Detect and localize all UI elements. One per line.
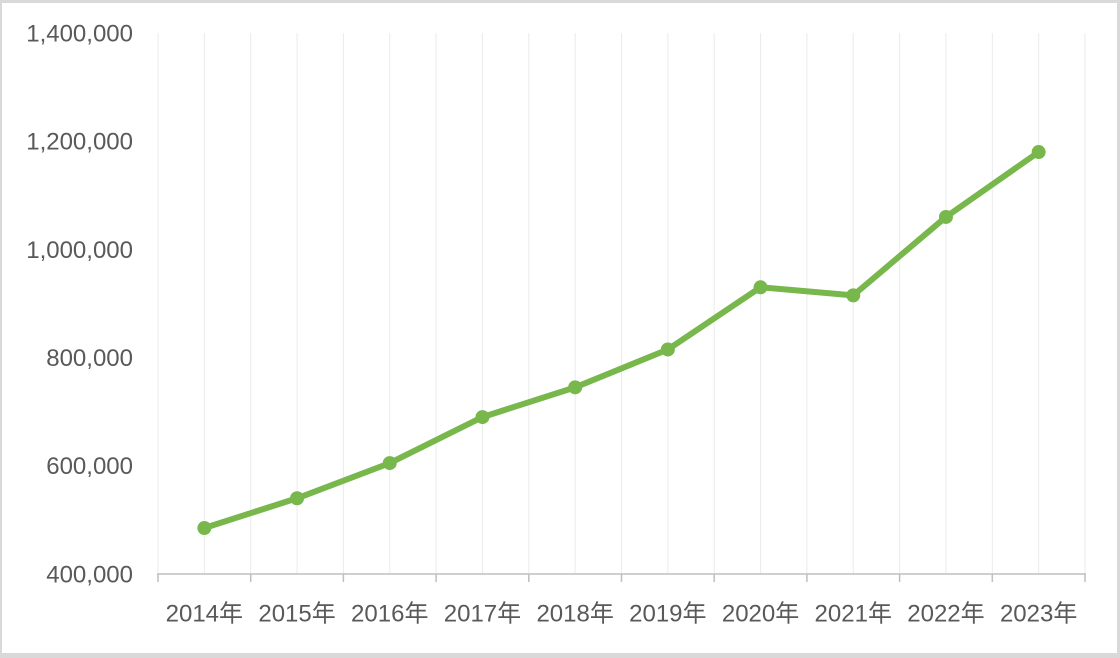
frame-border-top: [0, 0, 1120, 3]
data-point: [753, 280, 768, 295]
frame-border-bottom: [0, 653, 1120, 658]
y-axis-tick-label: 600,000: [46, 453, 133, 480]
x-axis-tick-label: 2022年: [907, 600, 984, 627]
y-axis-tick-label: 800,000: [46, 345, 133, 372]
frame-border-left: [0, 0, 2, 658]
y-axis-tick-label: 400,000: [46, 561, 133, 588]
x-axis-tick-label: 2019年: [629, 600, 706, 627]
y-axis-tick-label: 1,000,000: [26, 237, 133, 264]
data-point: [382, 456, 397, 471]
data-point: [846, 288, 861, 303]
x-axis-tick-label: 2023年: [1000, 600, 1077, 627]
data-point: [938, 209, 953, 224]
frame-border-right: [1117, 0, 1120, 658]
data-point: [475, 410, 490, 425]
x-axis-tick-label: 2018年: [536, 600, 613, 627]
x-axis-tick-label: 2016年: [351, 600, 428, 627]
data-point: [290, 491, 305, 506]
data-series-line: [201, 149, 1042, 532]
data-point: [660, 342, 675, 357]
y-axis-tick-label: 1,400,000: [26, 20, 133, 47]
x-axis-tick-label: 2020年: [722, 600, 799, 627]
x-axis-tick-label: 2015年: [258, 600, 335, 627]
x-axis-tick-label: 2017年: [444, 600, 521, 627]
y-axis-tick-label: 1,200,000: [26, 129, 133, 156]
data-point: [197, 521, 212, 536]
x-axis-tick-label: 2014年: [166, 600, 243, 627]
data-point: [1031, 145, 1046, 160]
x-axis-tick-label: 2021年: [815, 600, 892, 627]
data-point: [568, 380, 583, 395]
